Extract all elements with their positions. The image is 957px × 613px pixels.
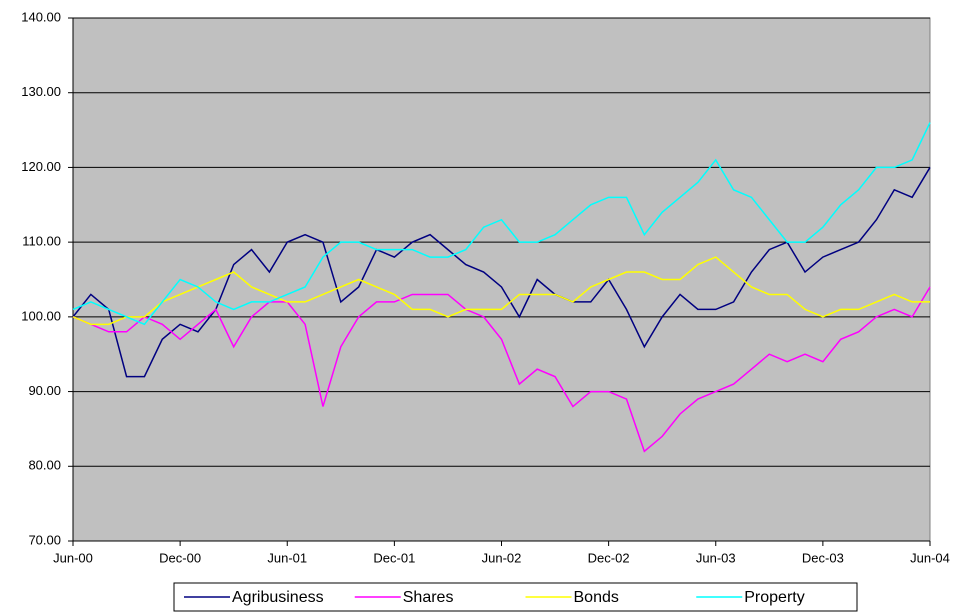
x-tick-label: Dec-01: [373, 550, 415, 565]
y-tick-label: 90.00: [28, 383, 61, 398]
y-tick-label: 110.00: [22, 234, 61, 249]
x-tick-label: Dec-00: [159, 550, 201, 565]
series-line: [72, 286, 931, 453]
y-tick-label: 130.00: [21, 84, 61, 99]
x-tick-label: Jun-03: [696, 550, 736, 565]
series-line: [72, 122, 931, 326]
y-tick-label: 80.00: [28, 458, 61, 473]
legend-box: [173, 582, 858, 612]
series-line: [72, 256, 930, 326]
x-tick-label: Jun-00: [53, 550, 93, 565]
y-tick-label: 70.00: [28, 532, 61, 547]
legend-label: Agribusiness: [232, 589, 324, 606]
y-tick-label: 120.00: [21, 159, 61, 174]
legend-label: Property: [744, 589, 804, 606]
legend-label: Shares: [403, 589, 454, 606]
legend-label: Bonds: [574, 589, 619, 606]
x-tick-label: Dec-02: [588, 550, 630, 565]
x-tick-label: Jun-04: [910, 550, 950, 565]
y-tick-label: 140.00: [21, 9, 61, 24]
x-tick-label: Jun-02: [482, 550, 522, 565]
y-tick-label: 100.00: [21, 308, 61, 323]
legend: Agribusiness Shares Bonds Property: [173, 582, 858, 612]
x-tick-label: Jun-01: [267, 550, 307, 565]
plot-area: [72, 17, 931, 542]
x-tick-label: Dec-03: [802, 550, 844, 565]
